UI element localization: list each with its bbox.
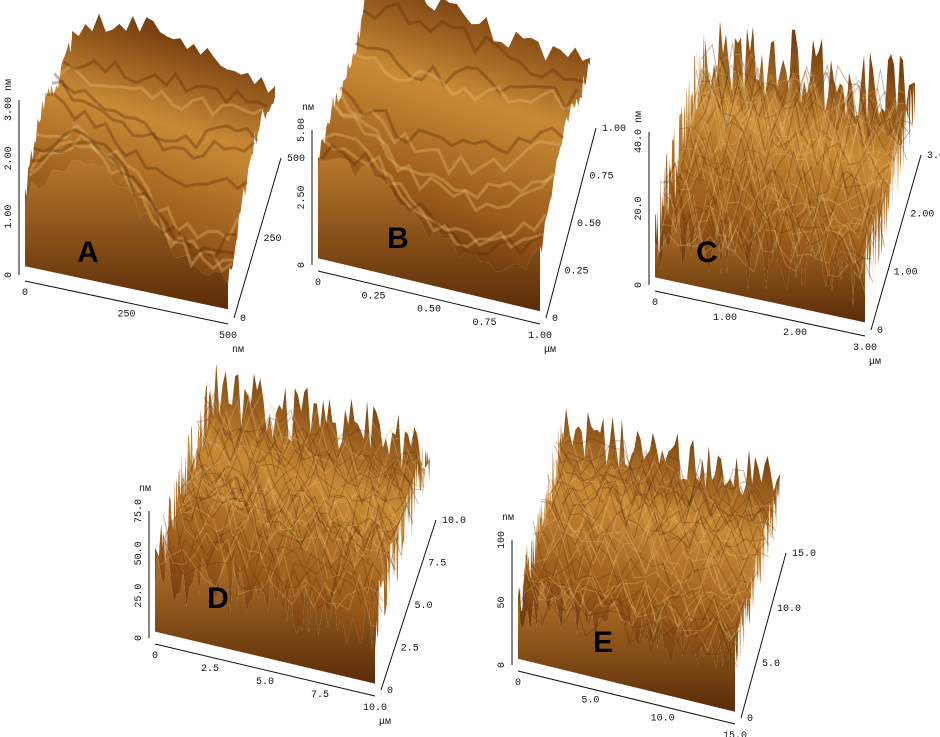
z-tick-label: 0	[4, 272, 15, 278]
panel-label: E	[593, 626, 613, 659]
x-tick-label: 0.75	[472, 318, 496, 329]
y-tick-label: 5.0	[762, 659, 780, 670]
y-tick-label: 2.00	[910, 209, 934, 220]
x-tick-label: 250	[117, 310, 135, 321]
x-tick-label: 15.0	[723, 731, 747, 737]
panel-label: D	[207, 582, 229, 615]
z-tick-label: 20.0	[634, 196, 645, 220]
x-tick-label: 1.00	[713, 313, 737, 324]
x-unit: μм	[379, 717, 391, 728]
x-tick-label: 0.25	[361, 291, 385, 302]
panel-label: B	[387, 222, 409, 255]
x-tick-label: 5.0	[581, 696, 599, 707]
x-tick-label: 10.0	[363, 703, 387, 714]
z-tick-label: 40.0 nм	[634, 111, 645, 153]
x-unit: nм	[232, 345, 244, 356]
y-tick-label: 0	[387, 686, 393, 697]
y-tick-label: 0.50	[577, 219, 601, 230]
x-tick-label: 0	[22, 288, 28, 299]
y-tick-label: 5.0	[415, 601, 433, 612]
y-tick-label: 3.00	[927, 151, 940, 162]
z-tick-label: 100	[497, 531, 508, 549]
x-unit: μм	[869, 357, 881, 368]
z-unit: nм	[302, 103, 314, 114]
z-tick-label: 1.00	[4, 205, 15, 229]
y-tick-label: 0	[877, 326, 883, 337]
y-tick-label: 10.0	[442, 516, 466, 527]
afm-panel: 0 2.50 5.00 nм 0 0.25 0.50 0.75 1.00 μм 0 0.25 0.50 0…	[297, 0, 626, 356]
x-tick-label: 0	[152, 651, 158, 662]
afm-panel: 050100nм05.010.015.0μм05.010.015.0E	[497, 408, 816, 737]
y-tick-label: 0.25	[565, 267, 589, 278]
y-tick-label: 1.00	[602, 124, 626, 135]
afm-panel: 0 1.00 2.00 3.00 nм 0 250 500 nм 0 250 500 A	[4, 14, 305, 356]
x-tick-label: 0.50	[417, 305, 441, 316]
x-tick-label: 0	[315, 278, 321, 289]
z-tick-label: 0	[634, 282, 645, 288]
y-tick-label: 2.5	[401, 644, 419, 655]
y-tick-label: 0.75	[590, 172, 614, 183]
panel-label: C	[696, 236, 718, 269]
panel-label: A	[77, 236, 99, 269]
x-tick-label: 0	[652, 298, 658, 309]
afm-panel: 0 25.0 50.0 75.0 nм 0 2.5 5.0 7.5 10.0 μм 0 2.5 5.0 7.…	[134, 363, 466, 728]
y-tick-label: 10.0	[777, 604, 801, 615]
x-tick-label: 5.0	[256, 677, 274, 688]
x-tick-label: 3.00	[853, 343, 877, 354]
z-tick-label: 25.0	[134, 584, 145, 608]
z-tick-label: 2.00	[4, 146, 15, 170]
y-tick-label: 0	[747, 714, 753, 725]
x-tick-label: 10.0	[651, 713, 675, 724]
figure: 01.002.003.00 nм0250500nм0250500A02.505.…	[0, 0, 940, 737]
y-tick-label: 0	[240, 314, 246, 325]
x-tick-label: 7.5	[311, 690, 329, 701]
z-tick-label: 3.00 nм	[4, 79, 15, 121]
y-tick-label: 15.0	[792, 549, 816, 560]
x-tick-label: 0	[515, 678, 521, 689]
z-tick-label: 2.50	[297, 185, 308, 209]
z-unit: nм	[502, 513, 514, 524]
x-tick-label: 500	[219, 331, 237, 342]
y-tick-label: 0	[552, 314, 558, 325]
y-tick-label: 1.00	[894, 268, 918, 279]
y-tick-label: 500	[287, 154, 305, 165]
x-tick-label: 2.5	[201, 664, 219, 675]
z-tick-label: 5.00	[297, 118, 308, 142]
z-tick-label: 75.0	[134, 499, 145, 523]
z-tick-label: 0	[497, 662, 508, 668]
z-tick-label: 50	[497, 596, 508, 608]
z-tick-label: 0	[297, 262, 308, 268]
y-tick-label: 7.5	[428, 559, 446, 570]
y-tick-label: 250	[264, 234, 282, 245]
afm-panel: 0 20.0 40.0 nм 0 1.00 2.00 3.00 μм 0 1.00 2.00 3.00…	[634, 20, 940, 368]
x-tick-label: 1.00	[528, 331, 552, 342]
z-tick-label: 50.0	[134, 541, 145, 565]
x-unit: μм	[544, 345, 556, 356]
x-tick-label: 2.00	[783, 328, 807, 339]
z-unit: nм	[139, 484, 151, 495]
z-tick-label: 0	[134, 635, 145, 641]
